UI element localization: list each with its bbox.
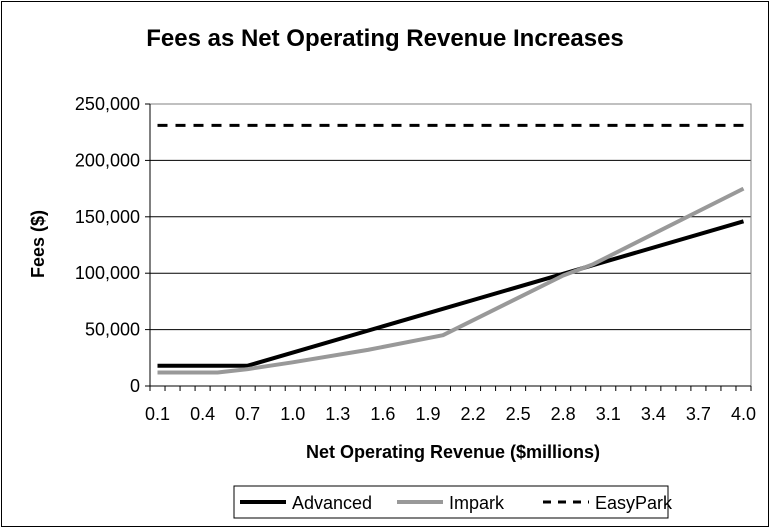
x-axis-ticks: 0.1 0.4 0.7 1.0 1.3 1.6 1.9 2.2 2.5 2.8 3.1 3.4 3.7 4… (145, 386, 756, 424)
series-line-advanced (157, 219, 745, 368)
chart-title: Fees as Net Operating Revenue Increases (146, 25, 624, 52)
x-tick-label: 3.4 (641, 404, 666, 424)
y-tick-label: 50,000 (85, 320, 140, 340)
x-tick-label: 1.0 (280, 404, 305, 424)
x-tick-label: 1.3 (325, 404, 350, 424)
x-tick-label: 4.0 (731, 404, 756, 424)
x-tick-label: 2.2 (461, 404, 486, 424)
y-axis-title: Fees ($) (28, 210, 48, 278)
y-tick-label: 150,000 (75, 207, 140, 227)
x-tick-label: 3.1 (596, 404, 621, 424)
x-tick-label: 0.7 (235, 404, 260, 424)
legend-label-impark: Impark (449, 493, 505, 513)
legend-label-easypark: EasyPark (595, 493, 673, 513)
series-layer (157, 123, 745, 375)
legend-label-advanced: Advanced (292, 493, 372, 513)
y-axis-ticks: 0 50,000 100,000 150,000 200,000 250,000 (75, 94, 150, 396)
x-tick-label: 1.9 (415, 404, 440, 424)
legend: Advanced Impark EasyPark (233, 485, 673, 519)
y-tick-label: 0 (130, 376, 140, 396)
y-tick-label: 100,000 (75, 263, 140, 283)
y-tick-label: 200,000 (75, 150, 140, 170)
grid-lines (150, 103, 751, 331)
x-axis-title: Net Operating Revenue ($millions) (306, 442, 600, 462)
x-tick-label: 2.5 (506, 404, 531, 424)
legend-box (233, 485, 669, 519)
x-tick-label: 1.6 (370, 404, 395, 424)
series-line-impark (157, 186, 745, 375)
x-tick-label: 0.1 (145, 404, 170, 424)
x-tick-label: 0.4 (190, 404, 215, 424)
x-tick-label: 2.8 (551, 404, 576, 424)
y-tick-label: 250,000 (75, 94, 140, 114)
x-tick-label: 3.7 (686, 404, 711, 424)
